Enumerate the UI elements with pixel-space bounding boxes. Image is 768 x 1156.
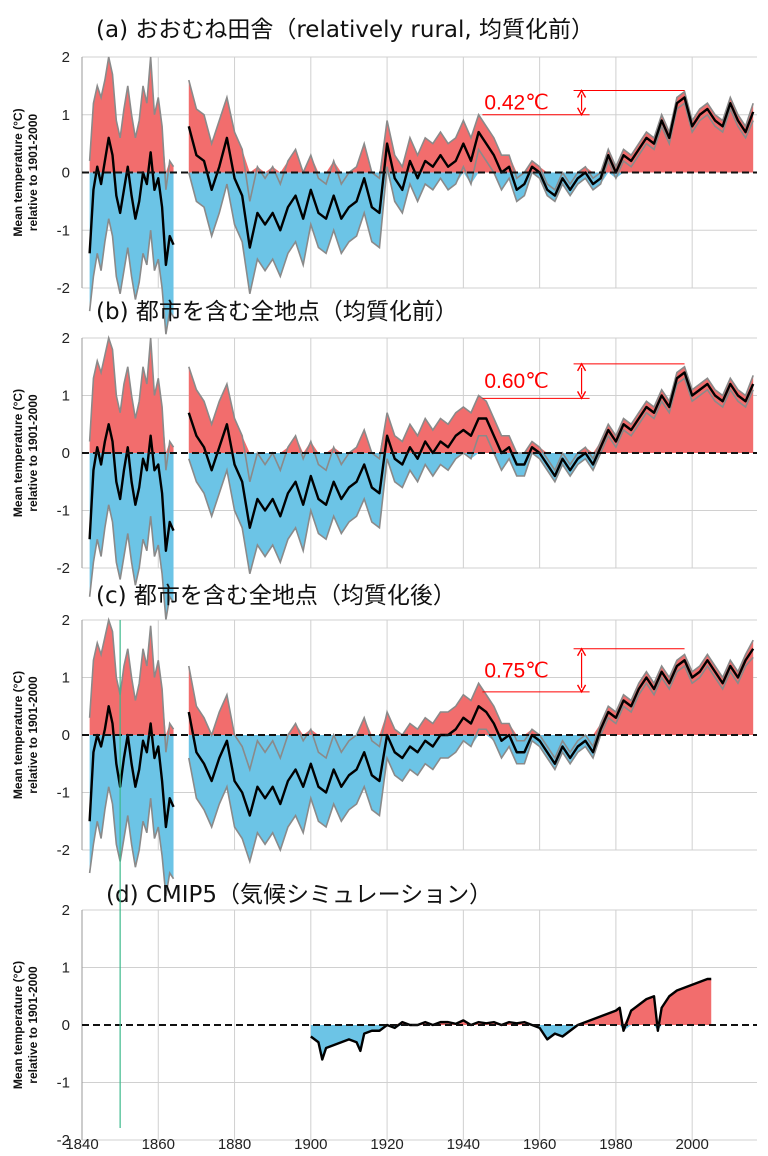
annotation-arrow-head-up bbox=[576, 647, 587, 657]
x-tick-label: 1900 bbox=[294, 1136, 327, 1153]
x-tick-label: 2000 bbox=[675, 1136, 708, 1153]
x-tick-label: 1920 bbox=[370, 1136, 403, 1153]
x-tick-label: 1980 bbox=[599, 1136, 632, 1153]
panel-c-ytick: 1 bbox=[62, 670, 70, 687]
panel-c-ytick: -1 bbox=[57, 785, 70, 802]
upper-band-edge bbox=[88, 616, 175, 753]
panel-d-ylabel-1: Mean temperature (°C) bbox=[11, 961, 25, 1089]
panel-a-ylabel-1: Mean temperature (°C) bbox=[11, 108, 25, 236]
panel-b-annotation-label: 0.60℃ bbox=[484, 370, 548, 393]
panel-a-ytick: 2 bbox=[62, 49, 70, 66]
panel-d-title: (d) CMIP5（気候シミュレーション） bbox=[106, 882, 492, 908]
annotation-arrow-head-down bbox=[576, 391, 587, 400]
panel-b-ytick: 2 bbox=[62, 330, 70, 347]
panel-d-ytick: 2 bbox=[62, 902, 70, 919]
panel-d-ytick: 0 bbox=[62, 1017, 70, 1034]
panel-a: Mean temperature (°C) relative to 1901-2… bbox=[11, 49, 757, 335]
panel-c-title: (c) 都市を含む全地点（均質化後） bbox=[96, 583, 456, 609]
panel-d-ytick: -1 bbox=[57, 1075, 70, 1092]
cool-area bbox=[89, 172, 174, 335]
x-tick-label: 1960 bbox=[523, 1136, 556, 1153]
x-tick-label: 1860 bbox=[142, 1136, 175, 1153]
lower-band-edge bbox=[88, 218, 175, 335]
cool-area bbox=[89, 735, 174, 896]
panel-c-ylabel-1: Mean temperature (°C) bbox=[11, 671, 25, 799]
x-tick-label: 1940 bbox=[447, 1136, 480, 1153]
panel-b: Mean temperature (°C) relative to 1901-2… bbox=[11, 330, 757, 620]
x-tick-label: 1840 bbox=[65, 1136, 98, 1153]
cool-area bbox=[188, 172, 754, 294]
panel-b-ylabel-1: Mean temperature (°C) bbox=[11, 389, 25, 517]
panel-b-ytick: -2 bbox=[57, 560, 70, 577]
panel-c-ytick: 0 bbox=[62, 727, 70, 744]
panel-a-ytick: 1 bbox=[62, 107, 70, 124]
upper-band-edge bbox=[188, 79, 754, 202]
warm-area bbox=[188, 80, 754, 173]
panel-d: Mean temperature (°C) relative to 1901-2… bbox=[11, 902, 757, 1149]
upper-band-edge bbox=[187, 639, 754, 773]
upper-band-edge bbox=[88, 56, 175, 190]
panel-a-ytick: 0 bbox=[62, 165, 70, 182]
mean-line bbox=[310, 977, 712, 1061]
panel-a-ytick: -2 bbox=[57, 280, 70, 297]
panel-c-ytick: -2 bbox=[57, 842, 70, 859]
panel-c-annotation-label: 0.75℃ bbox=[484, 659, 548, 682]
panel-b-ytick: -1 bbox=[57, 503, 70, 520]
lower-band-edge bbox=[188, 101, 754, 294]
panel-b-ylabel-2: relative to 1901-2000 bbox=[26, 394, 40, 512]
panel-a-annotation-label: 0.42℃ bbox=[484, 92, 548, 115]
panel-b-ytick: 0 bbox=[62, 445, 70, 462]
upper-band-edge bbox=[88, 334, 175, 471]
panel-b-title: (b) 都市を含む全地点（均質化前） bbox=[96, 299, 458, 325]
panel-a-ylabel-2: relative to 1901-2000 bbox=[26, 113, 40, 231]
annotation-arrow-head-up bbox=[576, 362, 587, 372]
panel-a-ytick: -1 bbox=[57, 222, 70, 239]
mean-line bbox=[88, 705, 175, 829]
panel-d-ytick: 1 bbox=[62, 960, 70, 977]
mean-line bbox=[88, 423, 175, 552]
lower-band-edge bbox=[188, 376, 754, 574]
cool-area bbox=[89, 453, 174, 620]
cool-area bbox=[188, 735, 754, 862]
panel-b-ytick: 1 bbox=[62, 388, 70, 405]
lower-band-edge bbox=[187, 656, 754, 865]
annotation-arrow-head-down bbox=[576, 107, 587, 117]
mean-line bbox=[187, 96, 755, 249]
lower-band-edge bbox=[88, 786, 175, 897]
panel-d-ytick: -2 bbox=[57, 1132, 70, 1149]
upper-band-edge bbox=[188, 365, 754, 482]
lower-band-edge bbox=[88, 504, 175, 620]
mean-line bbox=[187, 371, 755, 529]
panel-a-title: (a) おおむね田舎（relatively rural, 均質化前） bbox=[96, 17, 594, 43]
x-tick-label: 1880 bbox=[218, 1136, 251, 1153]
annotation-arrow-head-up bbox=[576, 89, 587, 98]
panel-c-ylabel-2: relative to 1901-2000 bbox=[26, 676, 40, 794]
cool-area bbox=[310, 1025, 712, 1060]
panel-d-ylabel-2: relative to 1901-2000 bbox=[26, 966, 40, 1084]
panel-c-ytick: 2 bbox=[62, 612, 70, 629]
annotation-arrow-head-down bbox=[576, 684, 587, 694]
warm-area bbox=[188, 640, 754, 735]
mean-line bbox=[187, 648, 755, 817]
panel-c: Mean temperature (°C) relative to 1901-2… bbox=[11, 612, 757, 897]
cool-area bbox=[188, 453, 754, 574]
mean-line bbox=[88, 136, 175, 267]
